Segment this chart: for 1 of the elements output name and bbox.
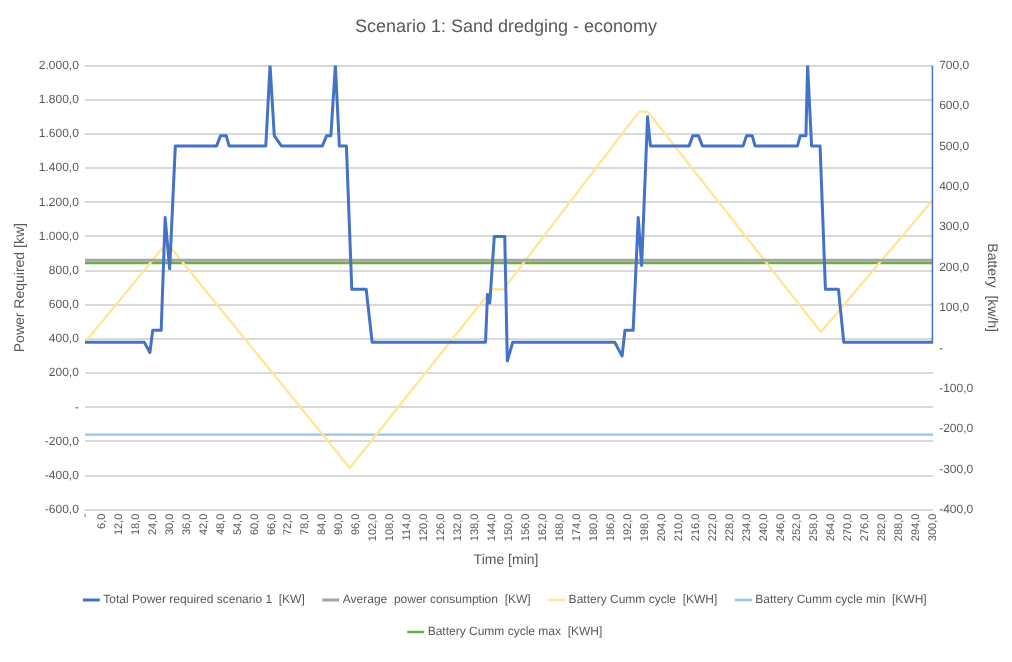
chart-title: Scenario 1: Sand dredging - economy (354, 15, 659, 36)
